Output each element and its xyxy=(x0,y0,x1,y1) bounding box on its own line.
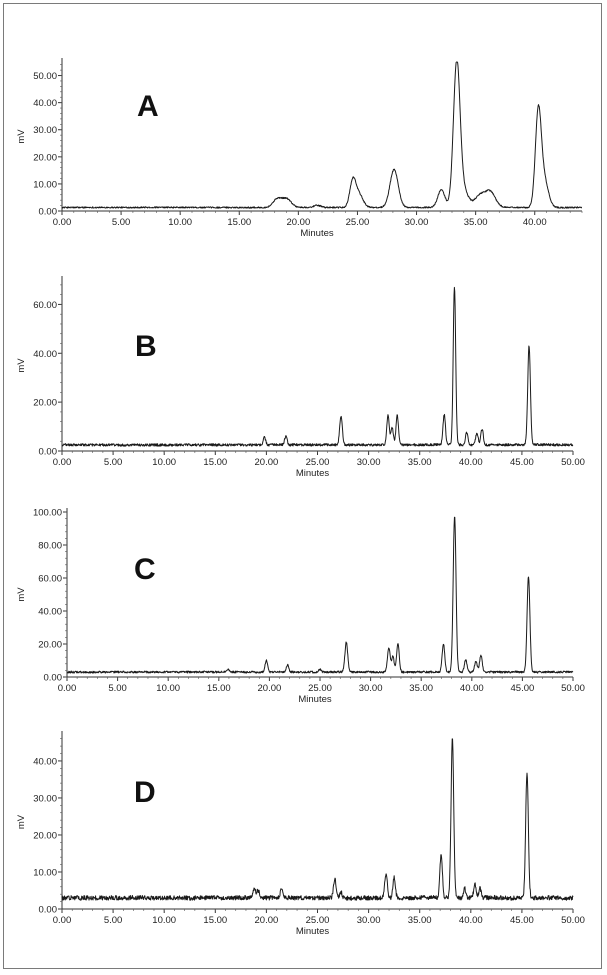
x-tick-label: 5.00 xyxy=(104,457,123,468)
y-tick-label: 30.00 xyxy=(33,793,57,804)
chart-panel-b: 0.00 5.00 10.00 15.00 20.00 25.00 30.00 35.00 40… xyxy=(16,276,585,479)
panel-label: C xyxy=(134,553,156,586)
x-tick-label: 0.00 xyxy=(53,457,72,468)
y-tick-label: 40.00 xyxy=(33,349,57,360)
x-tick-label: 45.00 xyxy=(511,683,535,694)
x-tick-label: 25.00 xyxy=(346,217,370,228)
x-tick-label: 10.00 xyxy=(156,683,180,694)
x-tick-label: 5.00 xyxy=(112,217,131,228)
x-tick-label: 5.00 xyxy=(108,683,127,694)
x-tick-label: 50.00 xyxy=(561,457,585,468)
y-tick-label: 0.00 xyxy=(39,447,58,458)
y-tick-label: 60.00 xyxy=(38,574,62,585)
y-axis-label: mV xyxy=(16,814,27,829)
chromatogram-trace xyxy=(66,516,574,674)
panel-label: B xyxy=(135,330,157,363)
x-axis-label: Minutes xyxy=(298,694,332,705)
y-tick-label: 20.00 xyxy=(33,830,57,841)
x-tick-label: 0.00 xyxy=(58,683,77,694)
y-tick-label: 20.00 xyxy=(38,640,62,651)
y-tick-label: 100.00 xyxy=(33,508,62,519)
x-tick-label: 20.00 xyxy=(255,457,279,468)
y-tick-label: 0.00 xyxy=(39,207,58,218)
x-tick-label: 40.00 xyxy=(459,915,483,926)
x-tick-label: 30.00 xyxy=(359,683,383,694)
x-axis-label: Minutes xyxy=(296,926,330,937)
x-tick-label: 5.00 xyxy=(104,915,123,926)
x-tick-label: 15.00 xyxy=(207,683,231,694)
x-axis-label: Minutes xyxy=(300,228,334,239)
x-tick-label: 35.00 xyxy=(408,915,432,926)
x-tick-label: 25.00 xyxy=(306,457,330,468)
x-tick-label: 10.00 xyxy=(168,217,192,228)
y-tick-label: 10.00 xyxy=(33,179,57,190)
x-tick-label: 50.00 xyxy=(561,915,585,926)
x-tick-label: 15.00 xyxy=(203,915,227,926)
x-tick-label: 20.00 xyxy=(286,217,310,228)
x-tick-label: 10.00 xyxy=(152,915,176,926)
chromatogram-trace xyxy=(61,738,574,901)
y-tick-label: 20.00 xyxy=(33,152,57,163)
figure-frame xyxy=(3,3,602,969)
y-tick-label: 20.00 xyxy=(33,398,57,409)
x-tick-label: 40.00 xyxy=(460,683,484,694)
y-tick-label: 0.00 xyxy=(39,905,58,916)
x-tick-label: 10.00 xyxy=(152,457,176,468)
y-axis-label: mV xyxy=(16,587,27,602)
x-tick-label: 35.00 xyxy=(408,457,432,468)
chart-panel-d: 0.00 5.00 10.00 15.00 20.00 25.00 30.00 35.00 40… xyxy=(16,731,585,937)
x-tick-label: 35.00 xyxy=(464,217,488,228)
panel-label: A xyxy=(137,90,159,123)
x-tick-label: 15.00 xyxy=(203,457,227,468)
x-tick-label: 30.00 xyxy=(405,217,429,228)
y-tick-label: 40.00 xyxy=(33,756,57,767)
chart-panel-a: 0.00 5.00 10.00 15.00 20.00 25.00 30.00 35.00 40… xyxy=(16,58,583,239)
y-tick-label: 10.00 xyxy=(33,867,57,878)
x-tick-label: 25.00 xyxy=(306,915,330,926)
chromatogram-trace xyxy=(61,286,574,447)
x-tick-label: 20.00 xyxy=(258,683,282,694)
x-tick-label: 20.00 xyxy=(255,915,279,926)
y-tick-label: 40.00 xyxy=(38,607,62,618)
chart-panel-c: 0.00 5.00 10.00 15.00 20.00 25.00 30.00 35.00 40… xyxy=(16,508,585,706)
x-tick-label: 30.00 xyxy=(357,457,381,468)
y-tick-label: 40.00 xyxy=(33,98,57,109)
x-tick-label: 50.00 xyxy=(561,683,585,694)
x-tick-label: 15.00 xyxy=(227,217,251,228)
x-tick-label: 45.00 xyxy=(510,457,534,468)
panel-label: D xyxy=(134,776,156,809)
y-axis-label: mV xyxy=(16,129,27,144)
chromatogram-trace xyxy=(61,61,583,209)
x-tick-label: 40.00 xyxy=(523,217,547,228)
y-tick-label: 60.00 xyxy=(33,300,57,311)
y-tick-label: 50.00 xyxy=(33,71,57,82)
x-axis-label: Minutes xyxy=(296,468,330,479)
x-tick-label: 35.00 xyxy=(409,683,433,694)
x-tick-label: 25.00 xyxy=(308,683,332,694)
x-tick-label: 0.00 xyxy=(53,915,72,926)
x-tick-label: 40.00 xyxy=(459,457,483,468)
x-tick-label: 0.00 xyxy=(53,217,72,228)
x-tick-label: 30.00 xyxy=(357,915,381,926)
y-tick-label: 80.00 xyxy=(38,541,62,552)
x-tick-label: 45.00 xyxy=(510,915,534,926)
y-tick-label: 0.00 xyxy=(44,673,63,684)
y-axis-label: mV xyxy=(16,358,27,373)
y-tick-label: 30.00 xyxy=(33,125,57,136)
